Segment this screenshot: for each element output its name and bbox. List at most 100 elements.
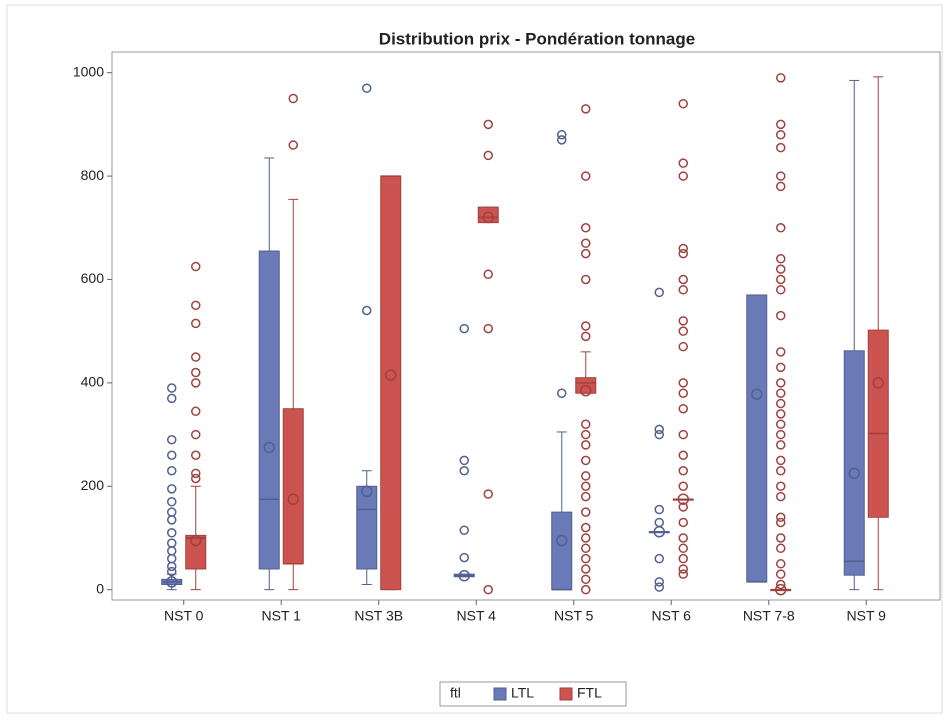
outlier <box>581 471 591 481</box>
box <box>843 350 865 576</box>
outlier <box>581 104 591 114</box>
outlier <box>581 491 591 502</box>
outlier <box>678 543 688 554</box>
outlier <box>678 553 688 564</box>
outlier <box>167 450 177 460</box>
outlier <box>776 559 786 569</box>
outlier <box>167 566 177 577</box>
outlier <box>581 564 591 574</box>
outlier <box>167 484 177 494</box>
outlier <box>581 543 591 554</box>
outlier <box>654 577 664 587</box>
legend-frame <box>439 681 627 707</box>
mean <box>458 569 470 582</box>
legend-title: ftl <box>450 685 461 701</box>
outlier <box>776 579 786 590</box>
outlier <box>191 318 201 329</box>
box <box>867 329 889 518</box>
outlier <box>776 398 786 409</box>
legend-label: LTL <box>511 685 534 701</box>
outlier <box>776 455 786 466</box>
y-tick-label: 600 <box>81 270 105 286</box>
mean <box>556 534 568 547</box>
outlier <box>459 552 469 563</box>
outlier <box>776 254 786 264</box>
outlier <box>776 491 786 502</box>
outlier <box>678 274 688 285</box>
outlier <box>654 553 664 564</box>
outlier <box>483 119 493 130</box>
outlier <box>776 264 786 274</box>
outlier <box>678 243 688 254</box>
frame <box>6 4 943 714</box>
legend-label: FTL <box>577 685 602 701</box>
chart-title: Distribution prix - Pondération tonnage <box>379 29 695 48</box>
outlier <box>776 388 786 398</box>
outlier <box>581 171 591 181</box>
outlier <box>776 119 786 130</box>
y-tick-label: 800 <box>81 167 105 183</box>
outlier <box>288 140 298 150</box>
outlier <box>776 347 786 357</box>
outlier <box>483 269 493 280</box>
outlier <box>167 546 177 556</box>
outlier <box>167 383 177 393</box>
x-tick-label: NST 7-8 <box>743 608 795 624</box>
mean <box>848 467 860 480</box>
outlier <box>459 466 469 476</box>
outlier <box>167 434 177 445</box>
outlier <box>776 378 786 388</box>
x-tick-label: NST 5 <box>554 608 594 624</box>
outlier <box>776 181 786 192</box>
legend-swatch <box>493 687 507 701</box>
x-tick-label: NST 6 <box>652 608 692 624</box>
box <box>258 250 280 570</box>
mean <box>361 485 373 498</box>
outlier <box>678 403 688 414</box>
box <box>380 175 402 591</box>
mean <box>482 211 494 224</box>
outlier <box>654 429 664 440</box>
outlier <box>288 93 298 104</box>
mean <box>287 493 299 505</box>
y-tick-label: 200 <box>81 477 105 493</box>
outlier <box>191 473 201 484</box>
outlier <box>483 489 493 499</box>
plot-frame <box>111 51 941 601</box>
outlier <box>581 584 591 595</box>
outlier <box>581 574 591 585</box>
outlier <box>191 300 201 311</box>
outlier <box>581 522 591 533</box>
outlier <box>581 223 591 233</box>
box <box>356 485 378 570</box>
outlier <box>776 409 786 419</box>
outlier <box>654 424 664 435</box>
outlier <box>483 323 493 334</box>
outlier <box>483 150 493 161</box>
outlier <box>581 419 591 429</box>
outlier <box>581 321 591 331</box>
outlier <box>678 158 688 168</box>
outlier <box>678 285 688 295</box>
outlier <box>557 129 567 140</box>
outlier <box>581 238 591 249</box>
outlier <box>776 142 786 153</box>
box <box>477 206 499 224</box>
outlier <box>191 406 201 417</box>
outlier <box>776 440 786 450</box>
outlier <box>654 287 664 298</box>
outlier <box>581 429 591 440</box>
x-tick-label: NST 3B <box>354 608 403 624</box>
outlier <box>776 533 786 543</box>
box <box>282 408 304 565</box>
outlier <box>678 533 688 543</box>
outlier <box>776 171 786 181</box>
outlier <box>776 512 786 523</box>
outlier <box>678 466 688 476</box>
outlier <box>678 341 688 352</box>
outlier <box>483 584 493 595</box>
outlier <box>581 553 591 564</box>
outlier <box>581 507 591 517</box>
outlier <box>581 331 591 342</box>
